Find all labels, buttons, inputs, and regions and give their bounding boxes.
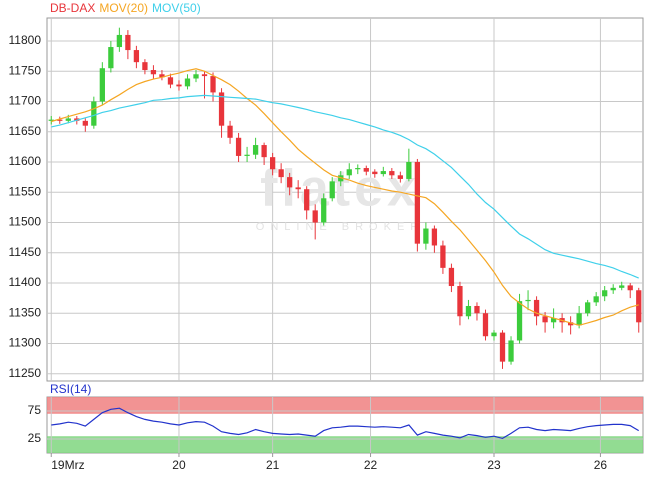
y-tick-label: 11600	[9, 154, 42, 168]
candle-body	[619, 285, 625, 288]
y-tick-label: 11400	[9, 275, 42, 289]
legend-entry: MOV(50)	[152, 1, 201, 15]
legend-entry: RSI(14)	[50, 382, 91, 396]
candle-body	[193, 74, 199, 79]
y-tick-label: 11550	[9, 184, 42, 198]
candle-body	[389, 171, 395, 176]
candle-body	[516, 301, 523, 341]
candle-body	[372, 171, 378, 175]
candle-body	[363, 168, 369, 172]
candle-body	[610, 287, 616, 291]
y-tick-label: 11800	[9, 33, 42, 47]
candle-body	[525, 299, 531, 302]
candle-body	[423, 228, 429, 244]
y-tick-label: 11250	[9, 366, 42, 380]
candle-body	[108, 47, 114, 69]
candle-body	[321, 198, 327, 223]
candle-body	[627, 285, 633, 291]
candle-body	[346, 169, 352, 176]
candle-body	[482, 313, 489, 337]
y-tick-label: 11700	[9, 94, 42, 108]
x-tick-label: 19Mrz	[51, 458, 84, 472]
candle-body	[636, 290, 642, 323]
candle-body	[91, 101, 97, 126]
candle-body	[304, 189, 310, 211]
candle-body	[448, 267, 455, 287]
candle-body	[235, 137, 242, 156]
candle-body	[499, 332, 506, 362]
ma-line	[51, 68, 639, 326]
candle-body	[82, 120, 88, 126]
candle-body	[99, 68, 105, 102]
candle-body	[210, 76, 216, 93]
candle-body	[533, 299, 540, 317]
candle-body	[150, 70, 157, 75]
candle-body	[176, 84, 182, 87]
candle-body	[567, 322, 574, 326]
candle-body	[329, 181, 335, 199]
y-tick-label: 11750	[9, 63, 42, 77]
candle-body	[125, 34, 131, 51]
candle-body	[491, 332, 497, 337]
candle-body	[116, 34, 123, 48]
rsi-line	[51, 407, 640, 440]
y-tick-label: 11350	[9, 305, 42, 319]
candle-body	[269, 157, 276, 170]
candle-body	[440, 245, 446, 268]
candle-body	[201, 74, 208, 77]
candle-body	[159, 74, 165, 78]
candle-body	[287, 177, 293, 188]
candle-body	[550, 318, 557, 323]
candle-body	[244, 154, 250, 156]
candle-body	[312, 210, 318, 223]
watermark-sub: ONLINE BROKER	[256, 221, 424, 233]
candle-body	[167, 77, 174, 85]
candle-body	[602, 290, 608, 297]
candle-body	[465, 305, 472, 317]
candle-body	[184, 78, 191, 87]
x-tick-label: 22	[364, 458, 378, 472]
candle-body	[65, 118, 71, 121]
candle-body	[593, 296, 599, 303]
candle-body	[474, 305, 480, 314]
candle-body	[355, 168, 361, 170]
y-tick-label: 11650	[9, 124, 42, 138]
candle-body	[227, 125, 233, 138]
candle-body	[457, 286, 463, 317]
candle-body	[218, 92, 225, 126]
y-tick-label: 11450	[9, 245, 42, 259]
x-tick-label: 23	[487, 458, 501, 472]
candle-body	[508, 340, 514, 362]
candle-body	[576, 313, 582, 326]
y-tick-label: 75	[28, 403, 42, 417]
candle-body	[295, 187, 301, 190]
legend-entry: DB-DAX	[50, 1, 95, 15]
x-tick-label: 20	[172, 458, 186, 472]
candle-body	[414, 161, 421, 244]
y-tick-label: 11500	[9, 215, 42, 229]
candle-body	[542, 316, 548, 323]
candle-body	[57, 119, 63, 121]
x-tick-label: 21	[266, 458, 280, 472]
candle-body	[142, 62, 148, 71]
candle-body	[278, 169, 284, 178]
ma-line	[51, 94, 639, 279]
x-tick-label: 26	[594, 458, 608, 472]
candle-body	[406, 161, 412, 179]
candle-body	[133, 50, 140, 63]
y-tick-label: 25	[28, 431, 42, 445]
candle-body	[252, 145, 259, 155]
candle-body	[261, 145, 267, 158]
legend-entry: MOV(20)	[99, 1, 148, 15]
candle-body	[380, 171, 386, 175]
y-tick-label: 11300	[9, 336, 42, 350]
watermark: flatex	[260, 160, 420, 218]
candle-body	[431, 228, 438, 246]
candle-body	[585, 302, 591, 314]
candle-body	[397, 175, 403, 179]
candle-body	[48, 119, 54, 121]
